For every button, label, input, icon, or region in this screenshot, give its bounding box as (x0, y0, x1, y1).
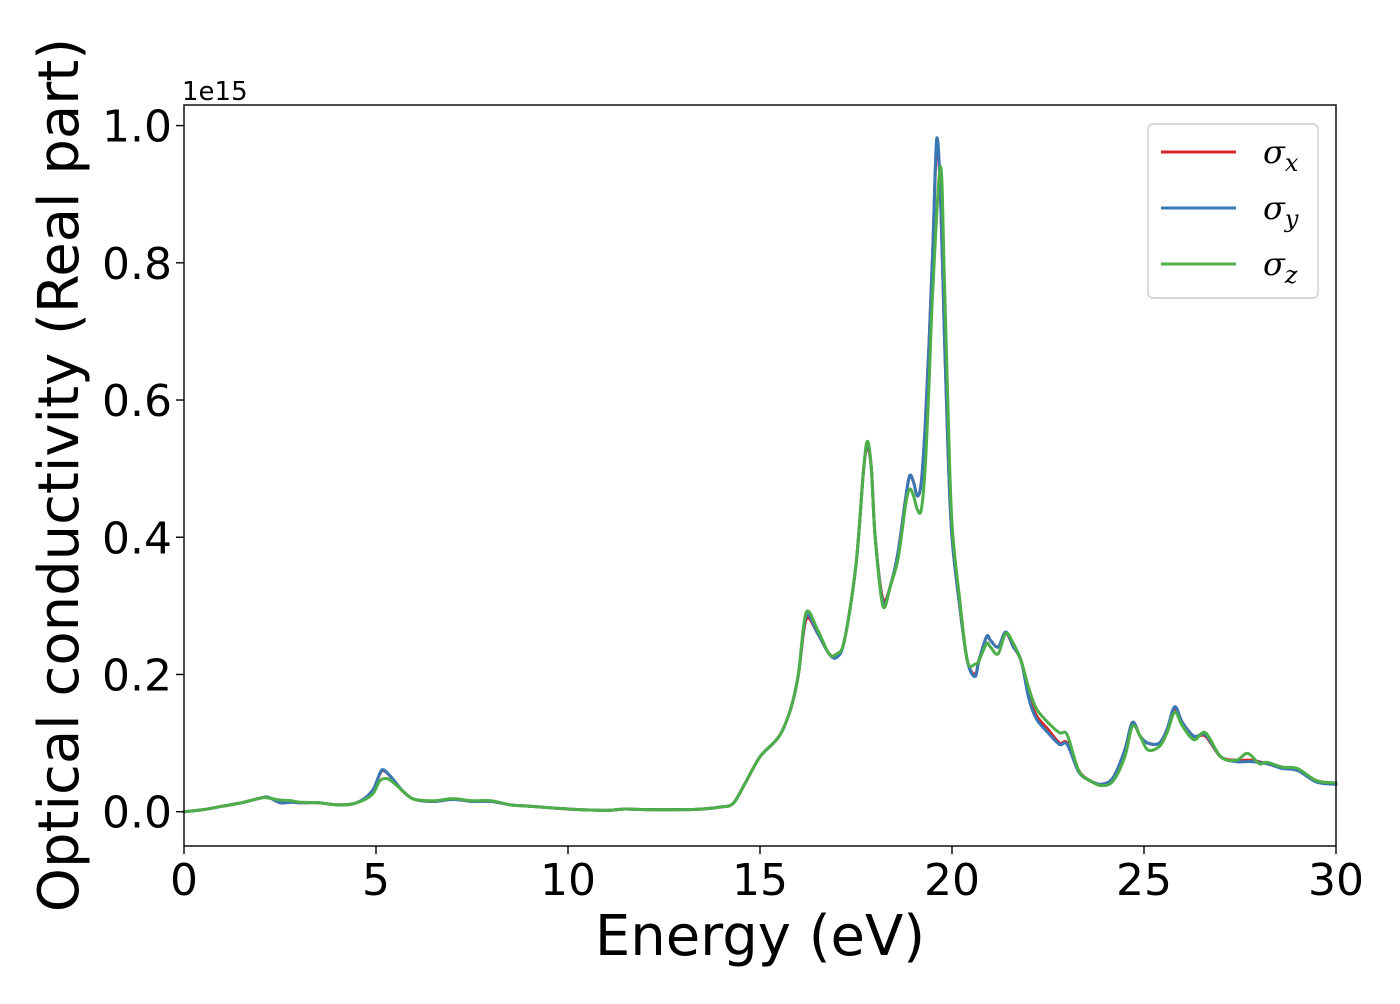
x-tick-label: 15 (732, 855, 788, 906)
legend-label-subscript: x (1285, 149, 1299, 177)
y-tick-label: 0.8 (102, 239, 172, 290)
y-offset-label: 1e15 (182, 77, 248, 107)
y-tick-label: 0.6 (102, 376, 172, 427)
series-layer (182, 136, 1338, 814)
x-tick-label: 30 (1308, 855, 1364, 906)
x-tick-label: 10 (540, 855, 596, 906)
x-axis-label: Energy (eV) (595, 904, 925, 969)
legend-label-subscript: y (1284, 205, 1299, 233)
x-tick-label: 20 (924, 855, 980, 906)
plot-area (184, 105, 1336, 846)
legend-box (1147, 123, 1319, 299)
x-axis-ticks: 0 5 10 15 20 25 30 (170, 846, 1364, 906)
legend-label-y: σy (1263, 189, 1299, 233)
series-line-z (182, 165, 1338, 814)
x-tick-label: 25 (1116, 855, 1172, 906)
legend-label-base: σ (1263, 133, 1286, 171)
legend-label-x: σx (1263, 133, 1299, 177)
legend-label-base: σ (1263, 189, 1286, 227)
y-tick-label: 0.0 (102, 788, 172, 839)
legend-label-z: σz (1263, 245, 1298, 289)
y-tick-label: 1.0 (102, 102, 172, 153)
x-tick-label: 5 (362, 855, 390, 906)
y-tick-label: 0.2 (102, 650, 172, 701)
legend-label-base: σ (1263, 245, 1286, 283)
y-axis-ticks: 0.0 0.2 0.4 0.6 0.8 1.0 (102, 102, 184, 839)
legend-label-subscript: z (1284, 261, 1298, 289)
y-axis-label: Optical conductivity (Real part) (27, 38, 92, 912)
y-tick-label: 0.4 (102, 513, 172, 564)
x-tick-label: 0 (170, 855, 198, 906)
